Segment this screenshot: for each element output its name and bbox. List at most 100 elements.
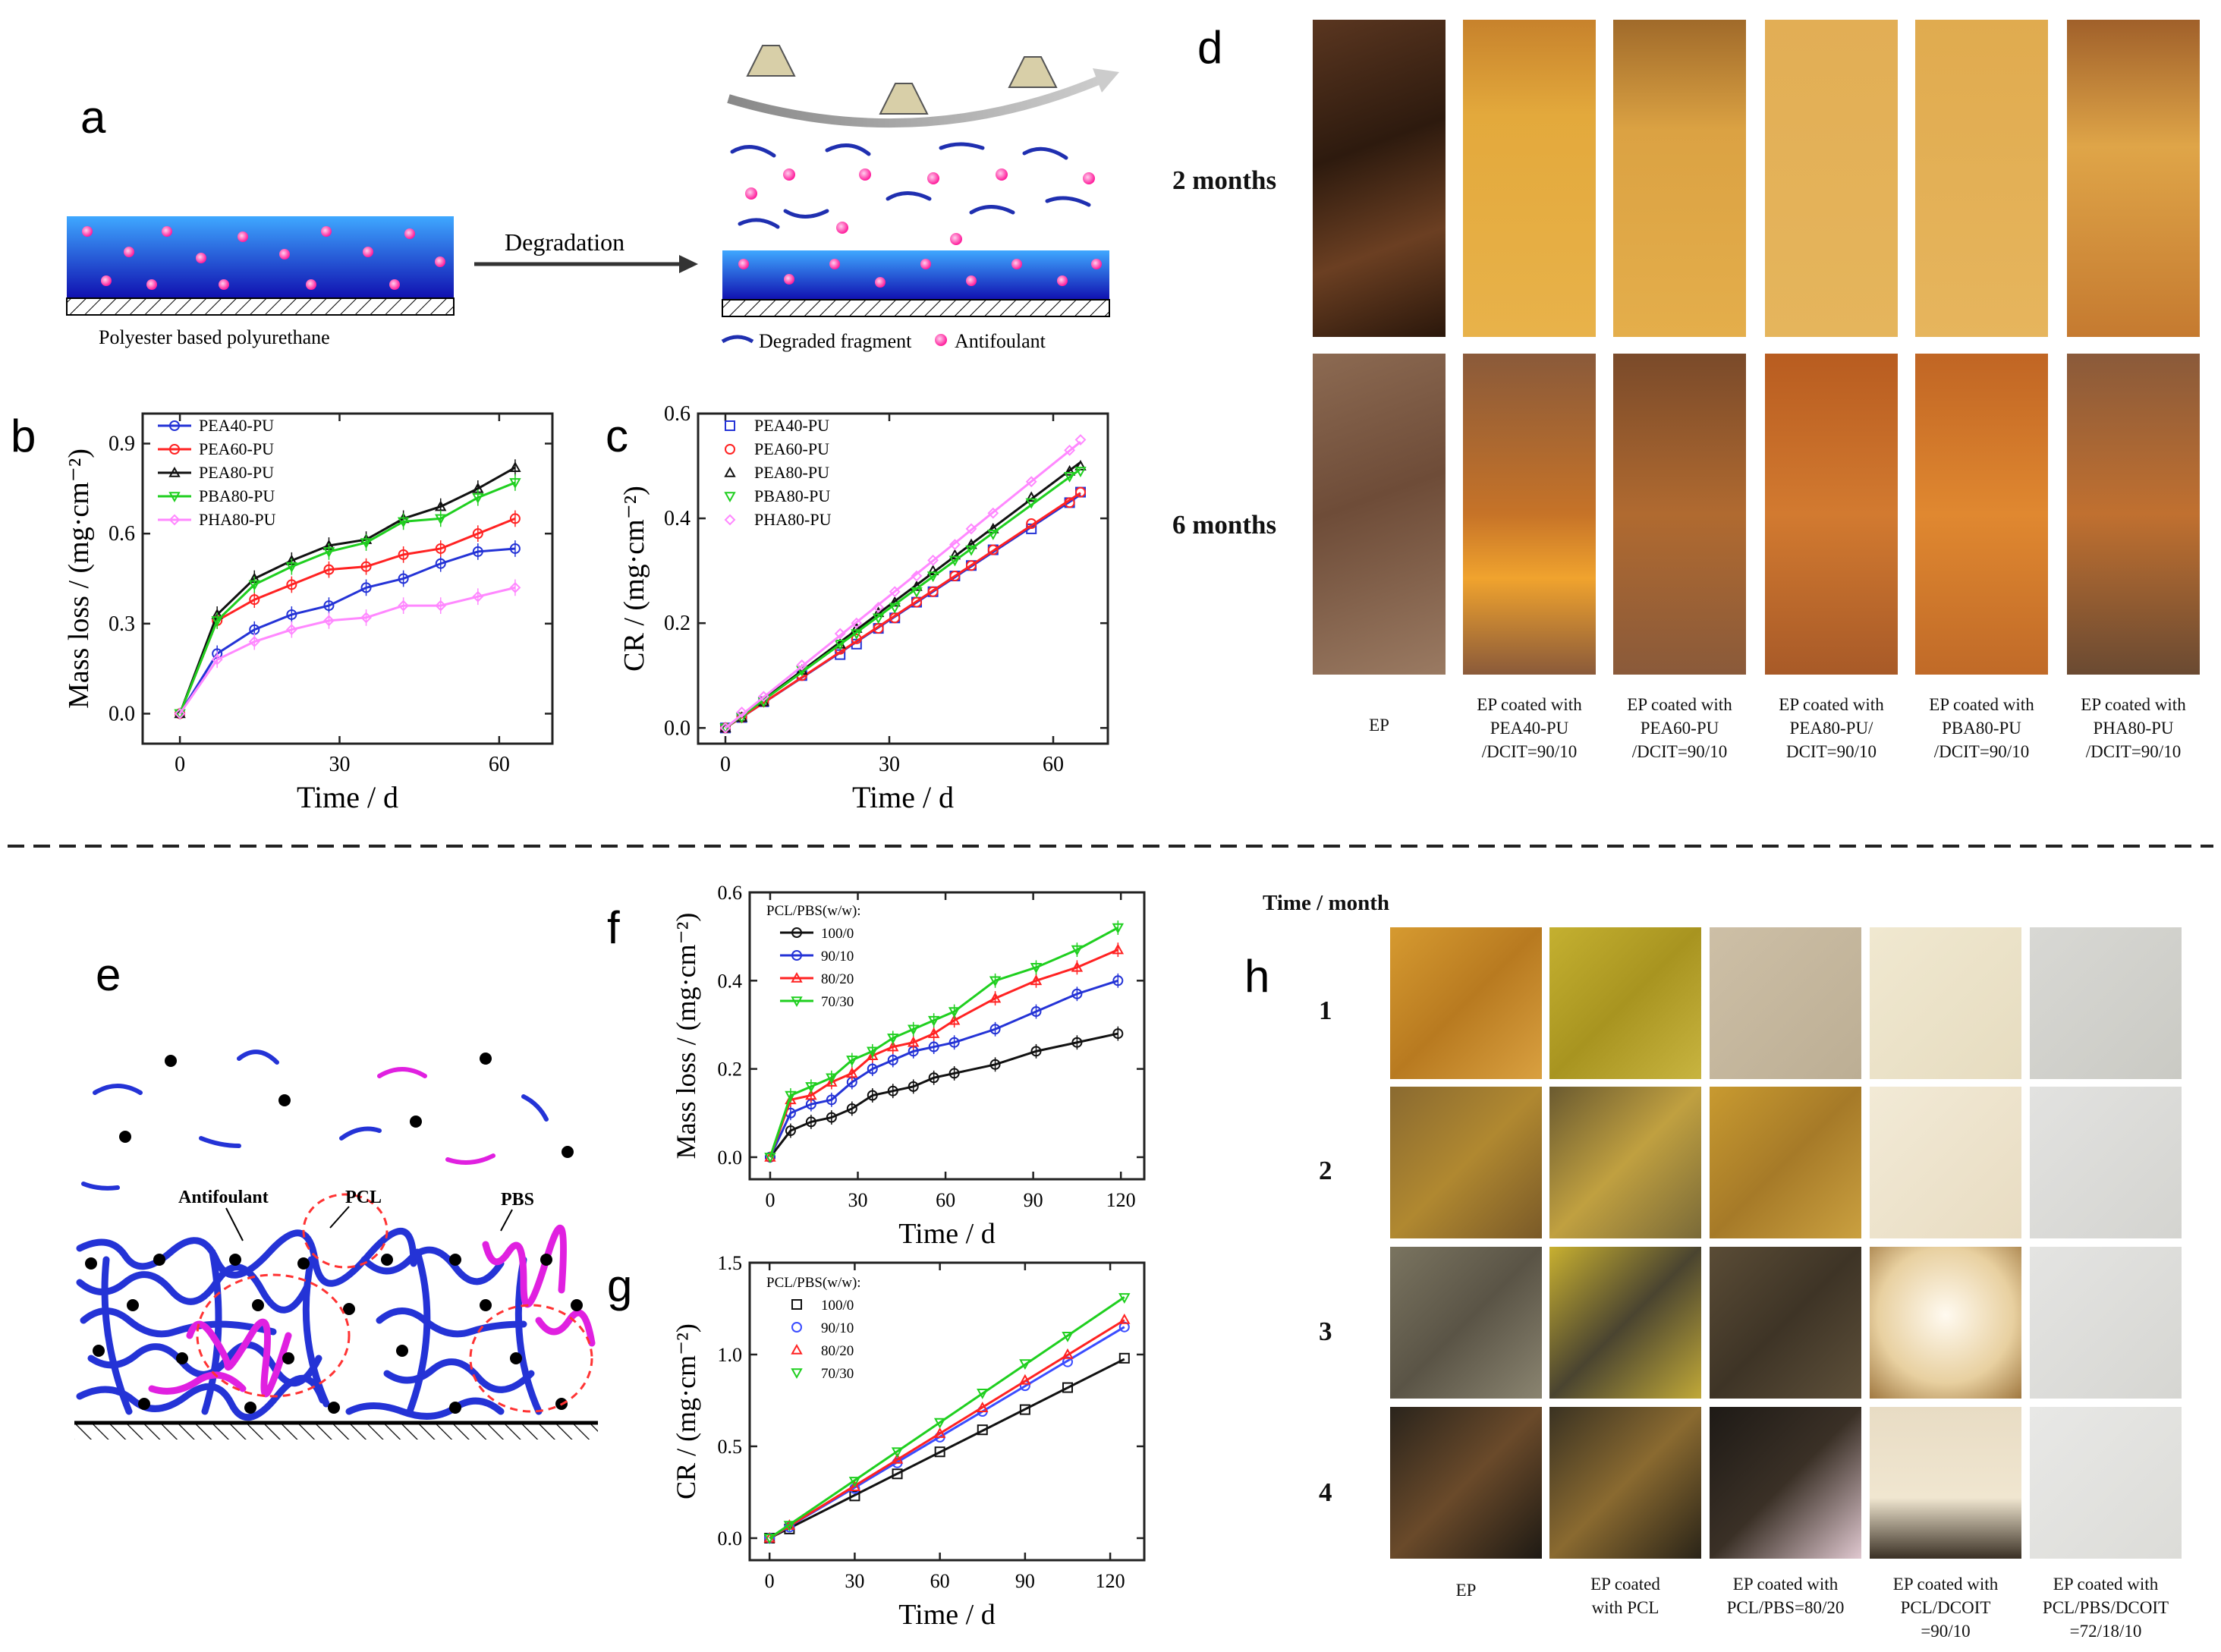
- x-axis-label: Time / d: [297, 780, 398, 814]
- data-point: [911, 587, 923, 598]
- legend: PCL/PBS(w/w): 100/0 90/10 80/20 70/30: [766, 1275, 861, 1382]
- photo-d-pea40-6m: [1463, 354, 1596, 675]
- data-point: [966, 560, 977, 571]
- row-label-1: 1: [1319, 996, 1332, 1025]
- legend-label: PEA60-PU: [754, 439, 829, 458]
- data-point: [323, 600, 335, 612]
- data-point: [926, 565, 939, 575]
- legend-label: PHA80-PU: [199, 510, 276, 529]
- photo-d-pba80-6m: [1915, 354, 2048, 675]
- data-point: [889, 603, 901, 614]
- data-point: [1063, 472, 1076, 483]
- data-point: [472, 528, 483, 540]
- x-tick-label: 0: [175, 753, 185, 776]
- y-axis-label: CR / (mg·cm⁻²): [618, 486, 650, 672]
- chart-f: 0 30 60 90 120 0.0 0.2 0.4 0.6 Time / d Mass loss …: [671, 882, 1146, 1250]
- x-tick-label: 30: [879, 753, 900, 776]
- series-line: [769, 949, 1118, 1158]
- data-point: [826, 1076, 838, 1087]
- section-divider: [8, 845, 2213, 848]
- data-point: [848, 1481, 861, 1492]
- photo-h-pclpbs-2: [1710, 1087, 1861, 1238]
- photo-d-pea80-2m: [1765, 20, 1898, 337]
- data-point: [1064, 497, 1075, 508]
- photo-h-pcldcoit-2: [1870, 1087, 2021, 1238]
- data-point: [887, 1040, 899, 1052]
- schematic-e: Antifoulant PCL PBS: [74, 1049, 598, 1440]
- label-antifoulant: Antifoulant: [178, 1188, 269, 1207]
- schematic-a: Polyester based polyurethane Degradation…: [66, 45, 1119, 352]
- photo-d-pea80-6m: [1765, 354, 1898, 675]
- legend-fragment: Degraded fragment: [759, 330, 912, 352]
- data-point: [891, 1452, 904, 1464]
- data-point: [757, 691, 769, 703]
- substrate-e: [74, 1423, 598, 1440]
- embedded-antifoulant-dots: [85, 1254, 583, 1414]
- y-tick-label: 0.3: [109, 612, 135, 636]
- data-point: [927, 1015, 940, 1027]
- data-point: [1071, 988, 1083, 999]
- data-point: [867, 1063, 878, 1075]
- legend-label: 100/0: [821, 926, 854, 942]
- data-point: [1118, 1352, 1130, 1364]
- x-tick-label: 60: [489, 753, 510, 776]
- legend-marker: [724, 492, 736, 503]
- plot-frame: [141, 412, 554, 745]
- series-70/30: [763, 1293, 1131, 1545]
- barnacle-icon: [746, 45, 1058, 115]
- data-point: [1019, 1404, 1030, 1415]
- legend-marker: [791, 927, 802, 938]
- x-tick-label: 30: [329, 753, 350, 776]
- legend-label: 90/10: [821, 1320, 854, 1336]
- data-point: [1030, 1046, 1042, 1057]
- legend-marker: [724, 514, 736, 526]
- data-point: [1030, 974, 1043, 986]
- y-tick-label: 1.0: [718, 1344, 743, 1366]
- data-point: [323, 564, 335, 575]
- degradation-label: Degradation: [505, 228, 624, 256]
- photo-d-pea40-2m: [1463, 20, 1596, 337]
- photo-h-pcl-2: [1549, 1087, 1701, 1238]
- x-axis-label: Time / d: [852, 780, 954, 814]
- data-point: [1026, 518, 1037, 529]
- data-point: [933, 1427, 946, 1438]
- data-point: [783, 1521, 796, 1532]
- data-point: [360, 612, 372, 624]
- data-point: [867, 1090, 878, 1101]
- x-tick-label: 60: [936, 1189, 955, 1211]
- data-point: [1118, 1293, 1131, 1304]
- pbs-chains: [148, 1224, 596, 1398]
- y-tick-label: 0.4: [718, 970, 743, 992]
- x-tick-label: 0: [765, 1189, 775, 1211]
- legend-marker: [791, 1343, 803, 1355]
- series-100/0: [764, 1026, 1124, 1163]
- legend-label: PEA60-PU: [199, 439, 274, 458]
- x-tick-label: 60: [930, 1570, 950, 1592]
- data-point: [965, 523, 977, 535]
- data-point: [286, 609, 297, 620]
- data-point: [360, 561, 372, 572]
- plot-frame: [697, 412, 1109, 745]
- photo-h-ep-3: [1390, 1247, 1542, 1399]
- fit-line: [769, 1358, 1125, 1540]
- legend-label: PBA80-PU: [754, 486, 830, 505]
- photo-h-pcl-1: [1549, 927, 1701, 1079]
- y-tick-label: 0.2: [664, 612, 691, 635]
- plot-frame: [748, 891, 1146, 1181]
- data-point: [989, 976, 1002, 987]
- label-pbs: PBS: [501, 1190, 534, 1210]
- data-point: [965, 545, 977, 556]
- data-point: [846, 1067, 858, 1078]
- series-PHA80-PU: [719, 434, 1087, 734]
- data-point: [796, 659, 808, 671]
- y-tick-label: 0.2: [718, 1059, 743, 1081]
- x-tick-label: 90: [1015, 1570, 1035, 1592]
- data-point: [908, 1036, 920, 1047]
- data-point: [1071, 1037, 1083, 1048]
- data-point: [509, 581, 521, 593]
- data-point: [435, 500, 447, 511]
- data-point: [285, 562, 298, 573]
- data-point: [977, 1424, 988, 1436]
- release-arc-arrow: [727, 75, 1103, 128]
- data-point: [1025, 491, 1037, 502]
